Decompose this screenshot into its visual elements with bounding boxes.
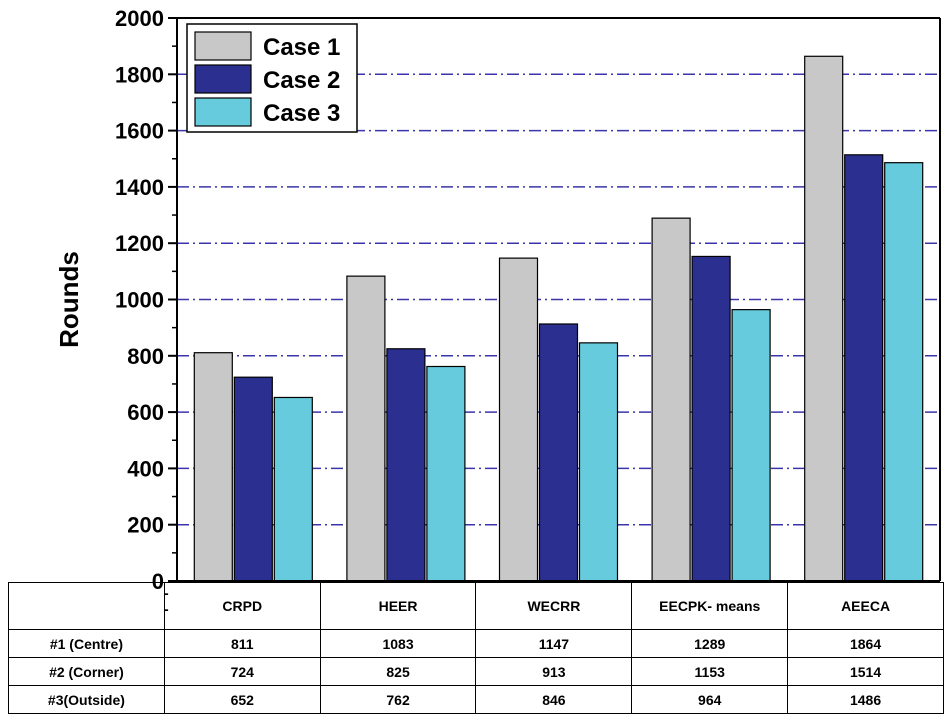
- table-column-header: CRPD: [163, 582, 321, 630]
- y-tick-label: 1800: [115, 62, 164, 87]
- y-tick-label: 1600: [115, 119, 164, 144]
- bar: [844, 154, 884, 582]
- bar: [578, 342, 619, 582]
- table-corner-cell: --: [8, 582, 169, 630]
- table-cell: 913: [475, 657, 633, 686]
- table-cell: 846: [475, 685, 633, 714]
- table-cell: 811: [163, 629, 321, 658]
- legend: Case 1 Case 2 Case 3: [186, 23, 358, 133]
- y-tick-label: 800: [127, 344, 164, 369]
- table-row-label: #3(Outside): [8, 685, 165, 714]
- bar: [498, 257, 539, 582]
- table-header-row: -- CRPD HEER WECRR EECPK- means AEECA: [8, 582, 944, 630]
- y-tick-label: 400: [127, 456, 164, 481]
- table-cell: 652: [163, 685, 321, 714]
- table-column-header: EECPK- means: [631, 582, 789, 630]
- table-cell: 762: [319, 685, 477, 714]
- bar: [651, 217, 691, 582]
- table-cell: 1864: [787, 629, 944, 658]
- table-column-header: AEECA: [787, 582, 944, 630]
- legend-label: Case 1: [263, 34, 340, 61]
- bar: [193, 352, 233, 582]
- y-tick-label: 1200: [115, 231, 164, 256]
- bar: [233, 376, 273, 582]
- bar: [426, 365, 466, 582]
- table-cell: 1147: [475, 629, 633, 658]
- table-cell: 1486: [787, 685, 944, 714]
- y-axis-title: Rounds: [54, 251, 84, 348]
- table-cell: 1153: [631, 657, 789, 686]
- table-row-label: #1 (Centre): [8, 629, 165, 658]
- table-cell: 825: [319, 657, 477, 686]
- bar: [538, 323, 579, 582]
- y-tick-label: 600: [127, 400, 164, 425]
- y-tick-label: 1000: [115, 288, 164, 313]
- table-row: #2 (Corner) 724 825 913 1153 1514: [8, 657, 944, 686]
- legend-label: Case 2: [263, 67, 340, 94]
- table-cell: 1289: [631, 629, 789, 658]
- bars: [193, 55, 924, 582]
- table-cell: 724: [163, 657, 321, 686]
- bar: [386, 348, 426, 582]
- table-row: #1 (Centre) 811 1083 1147 1289 1864: [8, 629, 944, 658]
- table-row: #3(Outside) 652 762 846 964 1486: [8, 685, 944, 714]
- bar: [691, 255, 731, 582]
- legend-label: Case 3: [263, 100, 340, 127]
- table-cell: 1514: [787, 657, 944, 686]
- bar: [884, 162, 924, 582]
- bar: [273, 396, 313, 582]
- table-column-header: WECRR: [475, 582, 633, 630]
- legend-swatch: [194, 31, 252, 61]
- table-cell: 1083: [319, 629, 477, 658]
- table-cell: 964: [631, 685, 789, 714]
- legend-swatch: [194, 64, 252, 94]
- y-tick-label: 1400: [115, 175, 164, 200]
- table-column-header: HEER: [319, 582, 477, 630]
- bar: [346, 275, 386, 582]
- y-tick-label: 200: [127, 513, 164, 538]
- bar: [731, 309, 771, 582]
- data-table: -- CRPD HEER WECRR EECPK- means AEECA #1…: [8, 582, 944, 714]
- y-tick-label: 2000: [115, 6, 164, 31]
- legend-swatch: [194, 97, 252, 127]
- table-row-label: #2 (Corner): [8, 657, 165, 686]
- bar: [804, 55, 844, 582]
